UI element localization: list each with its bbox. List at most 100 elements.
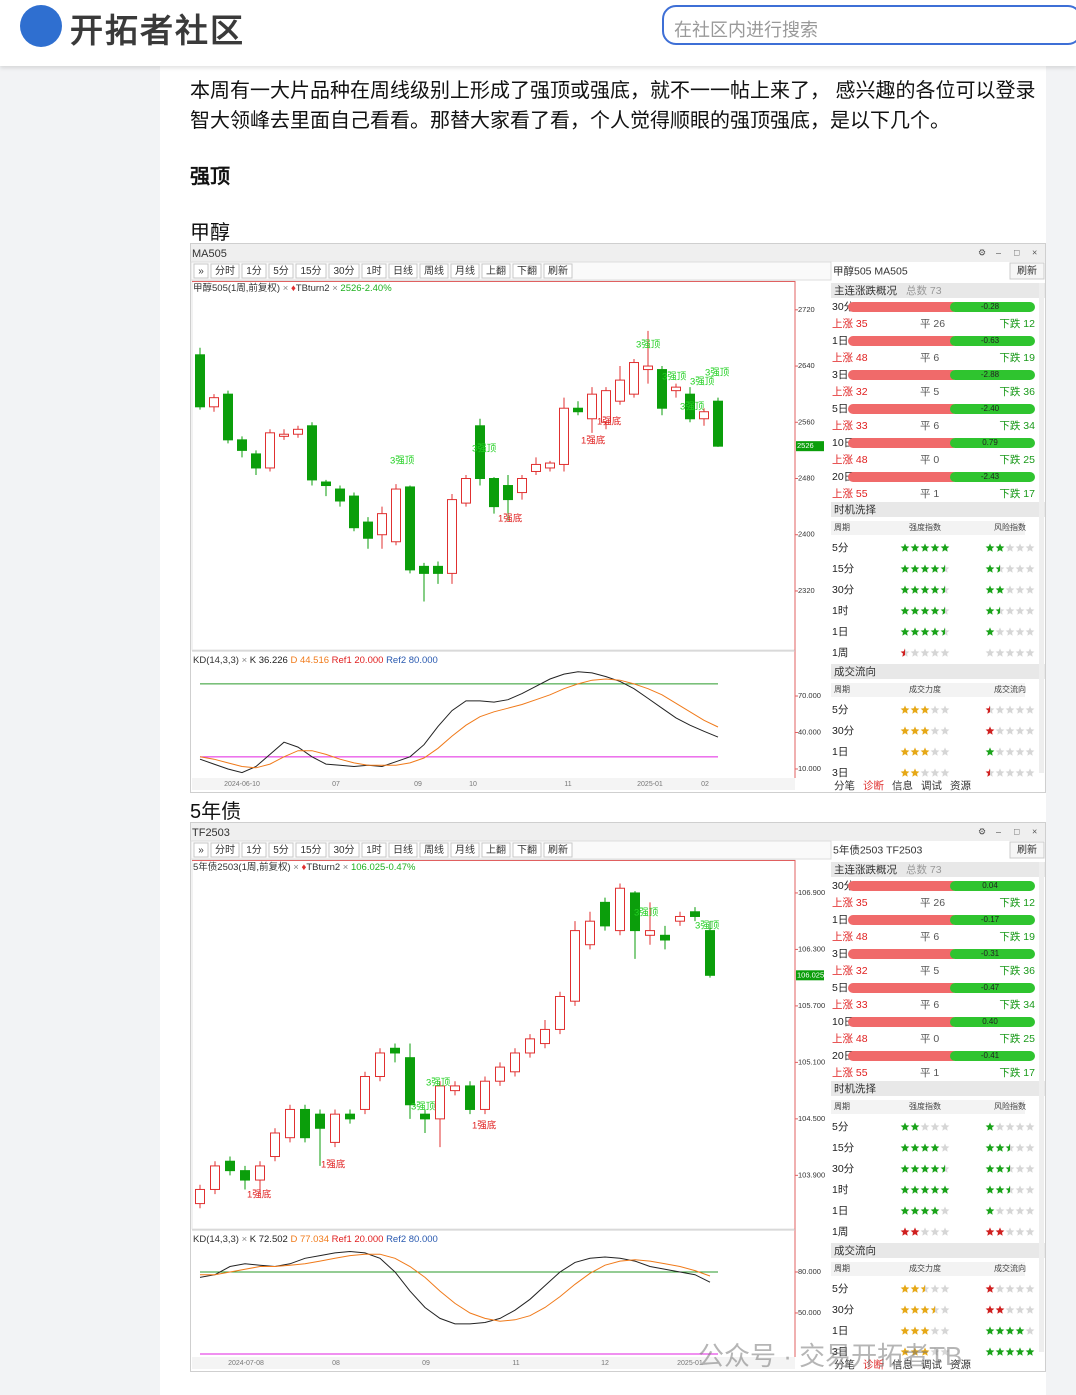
star-rating xyxy=(900,606,950,615)
toolbar-button[interactable] xyxy=(210,842,240,858)
star xyxy=(1025,648,1035,657)
window-button[interactable]: ⚙ xyxy=(978,247,986,257)
candle-body xyxy=(450,1085,460,1092)
indicator-value: 2526-2.40% xyxy=(340,283,392,294)
star-rating xyxy=(900,543,950,552)
tab[interactable]: 诊断 xyxy=(863,779,884,792)
refresh-button[interactable] xyxy=(1009,841,1045,859)
window-button[interactable]: □ xyxy=(1014,247,1020,257)
down-count: 下跌 25 xyxy=(999,453,1035,466)
toolbar-button[interactable] xyxy=(419,263,449,279)
section-title: 时机洗择 xyxy=(834,503,876,516)
window-button[interactable]: – xyxy=(996,826,1001,836)
toolbar-button[interactable] xyxy=(328,263,360,279)
window-button[interactable]: × xyxy=(1032,247,1037,257)
indicator-marker: ♦ xyxy=(302,862,307,873)
bar-green xyxy=(950,472,1035,482)
toolbar-button[interactable] xyxy=(328,842,360,858)
toolbar-button[interactable] xyxy=(268,842,294,858)
up-count: 上涨 48 xyxy=(832,931,868,943)
bar-green xyxy=(950,881,1035,891)
toolbar-button[interactable] xyxy=(543,263,573,279)
toolbar-button[interactable] xyxy=(450,263,480,279)
star xyxy=(900,564,910,573)
star-rating xyxy=(985,1284,1035,1293)
tab[interactable]: 资源 xyxy=(950,779,971,792)
tab[interactable]: 信息 xyxy=(892,1358,913,1371)
bar-value: -0.47 xyxy=(981,983,1000,992)
toolbar-button[interactable] xyxy=(361,263,387,279)
tab[interactable]: 资源 xyxy=(950,1358,971,1371)
toolbar-button[interactable] xyxy=(241,842,267,858)
window-button[interactable]: □ xyxy=(1014,826,1020,836)
star xyxy=(1015,1164,1025,1173)
toolbar-button[interactable] xyxy=(481,842,511,858)
window-button[interactable]: × xyxy=(1032,826,1037,836)
toolbar-button[interactable] xyxy=(388,263,418,279)
star xyxy=(940,1206,950,1215)
star xyxy=(930,1143,940,1152)
toolbar-button[interactable] xyxy=(388,842,418,858)
separator: × xyxy=(239,655,250,666)
star xyxy=(940,1284,950,1293)
toolbar-button[interactable] xyxy=(512,842,542,858)
period: 3日 xyxy=(832,767,848,779)
last-price-label: 106.025 xyxy=(797,970,824,979)
star-rating xyxy=(985,1227,1035,1236)
toolbar-label: 月线 xyxy=(455,264,475,277)
star xyxy=(930,1326,940,1335)
chart-heading: 5年债 xyxy=(190,801,242,823)
toolbar-button[interactable] xyxy=(295,263,327,279)
toolbar-button[interactable] xyxy=(450,842,480,858)
refresh-button[interactable] xyxy=(1009,262,1045,280)
star xyxy=(910,648,920,657)
tab[interactable]: 分笔 xyxy=(834,1358,855,1371)
toolbar-button[interactable] xyxy=(193,263,209,279)
window-button[interactable]: ⚙ xyxy=(978,826,986,836)
ref2-label: Ref2 80.000 xyxy=(386,1234,438,1245)
star xyxy=(940,1143,950,1152)
candle-body xyxy=(559,407,569,465)
search-box[interactable]: 在社区内进行搜索 xyxy=(662,5,1076,45)
tab[interactable]: 调试 xyxy=(921,1359,942,1371)
toolbar-label: 分时 xyxy=(215,844,235,856)
toolbar-button[interactable] xyxy=(210,263,240,279)
candle-body xyxy=(390,1047,400,1054)
tab[interactable]: 信息 xyxy=(892,779,913,792)
logo-text[interactable]: 开拓者社区 xyxy=(70,12,245,49)
toolbar-button[interactable] xyxy=(419,842,449,858)
logo-icon[interactable] xyxy=(20,5,62,47)
star xyxy=(920,585,930,594)
toolbar-button[interactable] xyxy=(543,842,573,858)
star xyxy=(1025,1305,1035,1314)
period: 1日 xyxy=(832,746,848,758)
tab[interactable]: 调试 xyxy=(921,780,942,792)
toolbar-button[interactable] xyxy=(241,263,267,279)
toolbar-label: 日线 xyxy=(393,843,413,856)
star xyxy=(995,1206,1005,1215)
star xyxy=(1025,585,1035,594)
date-label: 2024-07-08 xyxy=(228,1360,264,1367)
star xyxy=(985,1326,995,1335)
toolbar-button[interactable] xyxy=(268,263,294,279)
separator: × xyxy=(330,283,341,294)
toolbar-button[interactable] xyxy=(512,263,542,279)
flat-count: 平 1 xyxy=(920,1067,939,1079)
window-button[interactable]: – xyxy=(996,247,1001,257)
star xyxy=(985,1227,995,1236)
y-tick-label: 106.900 xyxy=(798,888,825,897)
toolbar-button[interactable] xyxy=(481,263,511,279)
star xyxy=(930,606,940,615)
star-rating xyxy=(900,705,950,714)
kd-tick-label: 50.000 xyxy=(798,1308,821,1317)
tab[interactable]: 分笔 xyxy=(834,779,855,792)
tab[interactable]: 诊断 xyxy=(863,1358,884,1371)
signal-label: 3强顶 xyxy=(662,372,687,383)
toolbar-button[interactable] xyxy=(193,842,209,858)
star xyxy=(1005,747,1015,756)
y-tick-label: 105.100 xyxy=(798,1057,825,1066)
toolbar-button[interactable] xyxy=(295,842,327,858)
toolbar-button[interactable] xyxy=(361,842,387,858)
star xyxy=(910,1305,920,1314)
signal-label: 1强底 xyxy=(581,435,606,447)
